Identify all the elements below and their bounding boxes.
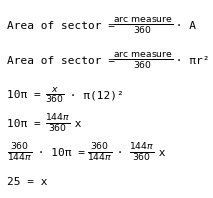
Text: $\frac{360}{144\pi}$: $\frac{360}{144\pi}$	[87, 142, 112, 164]
Text: x: x	[68, 119, 82, 129]
Text: 25 = x: 25 = x	[7, 177, 48, 187]
Text: · 10π =: · 10π =	[31, 148, 91, 158]
Text: · πr²: · πr²	[168, 55, 209, 66]
Text: ·: ·	[110, 148, 130, 158]
Text: $\frac{x}{360}$: $\frac{x}{360}$	[45, 85, 64, 105]
Text: $\frac{144\pi}{360}$: $\frac{144\pi}{360}$	[129, 142, 154, 164]
Text: $\frac{144\pi}{360}$: $\frac{144\pi}{360}$	[45, 113, 70, 135]
Text: 10π =: 10π =	[7, 90, 48, 100]
Text: $\frac{\mathsf{arc\ measure}}{360}$: $\frac{\mathsf{arc\ measure}}{360}$	[113, 16, 173, 36]
Text: Area of sector =: Area of sector =	[7, 55, 122, 66]
Text: · A: · A	[168, 21, 196, 31]
Text: $\frac{360}{144\pi}$: $\frac{360}{144\pi}$	[7, 142, 33, 164]
Text: · π(12)²: · π(12)²	[63, 90, 124, 100]
Text: 10π =: 10π =	[7, 119, 48, 129]
Text: Area of sector =: Area of sector =	[7, 21, 122, 31]
Text: x: x	[152, 148, 166, 158]
Text: $\frac{\mathsf{arc\ measure}}{360}$: $\frac{\mathsf{arc\ measure}}{360}$	[113, 50, 173, 70]
